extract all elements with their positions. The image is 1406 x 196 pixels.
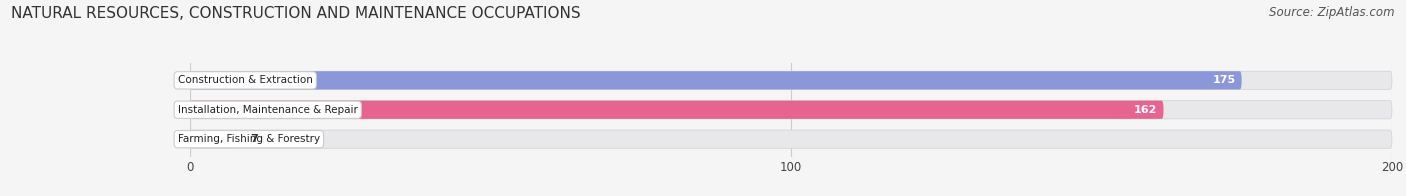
FancyBboxPatch shape [190, 71, 1392, 89]
FancyBboxPatch shape [190, 130, 232, 148]
Text: Farming, Fishing & Forestry: Farming, Fishing & Forestry [177, 134, 321, 144]
FancyBboxPatch shape [190, 130, 1392, 148]
Text: Source: ZipAtlas.com: Source: ZipAtlas.com [1270, 6, 1395, 19]
Text: 162: 162 [1135, 105, 1157, 115]
FancyBboxPatch shape [190, 101, 1392, 119]
Text: 175: 175 [1212, 75, 1236, 85]
Text: Installation, Maintenance & Repair: Installation, Maintenance & Repair [177, 105, 357, 115]
FancyBboxPatch shape [190, 71, 1241, 89]
Text: 7: 7 [250, 134, 257, 144]
FancyBboxPatch shape [190, 101, 1164, 119]
Text: NATURAL RESOURCES, CONSTRUCTION AND MAINTENANCE OCCUPATIONS: NATURAL RESOURCES, CONSTRUCTION AND MAIN… [11, 6, 581, 21]
Text: Construction & Extraction: Construction & Extraction [177, 75, 312, 85]
